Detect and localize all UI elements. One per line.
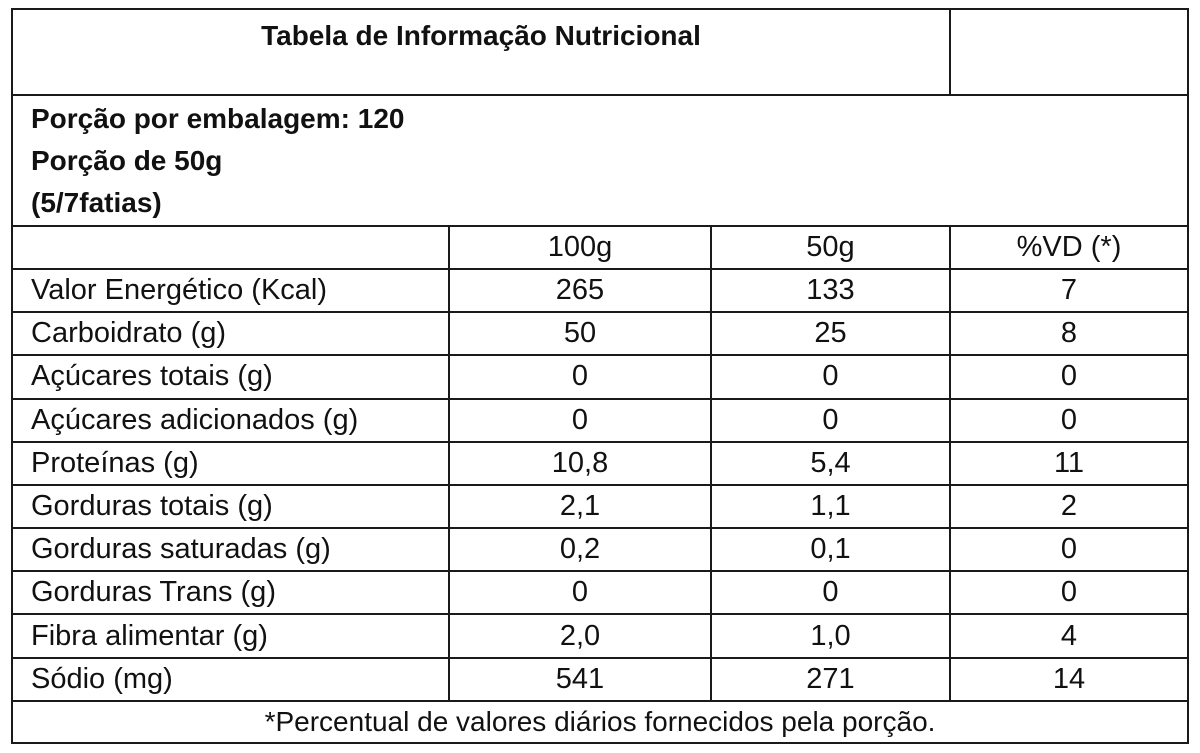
table-title: Tabela de Informação Nutricional [11,7,951,97]
nutrient-label: Açúcares totais (g) [11,354,450,400]
column-header-row: 100g 50g %VD (*) [11,224,1189,271]
title-row: Tabela de Informação Nutricional [11,7,1189,97]
value-50g: 25 [710,311,951,357]
value-50g: 5,4 [710,440,951,486]
value-vd: 11 [949,440,1189,486]
value-50g: 133 [710,268,951,314]
table-row: Valor Energético (Kcal) 265 133 7 [11,268,1189,314]
nutrient-label: Açúcares adicionados (g) [11,397,450,443]
value-50g: 0,1 [710,527,951,573]
portion-info: Porção por embalagem: 120 Porção de 50g … [11,94,1189,227]
value-vd: 0 [949,570,1189,616]
value-100g: 50 [448,311,712,357]
value-50g: 0 [710,570,951,616]
portion-row: Porção por embalagem: 120 Porção de 50g … [11,94,1189,227]
table-row: Açúcares totais (g) 0 0 0 [11,354,1189,400]
column-header-100g: 100g [448,224,712,271]
value-vd: 0 [949,354,1189,400]
nutrient-label: Valor Energético (Kcal) [11,268,450,314]
value-vd: 4 [949,613,1189,659]
nutrition-table: Tabela de Informação Nutricional Porção … [11,7,1189,745]
value-100g: 0,2 [448,527,712,573]
nutrient-label: Gorduras Trans (g) [11,570,450,616]
value-100g: 2,0 [448,613,712,659]
value-vd: 0 [949,527,1189,573]
table-row: Proteínas (g) 10,8 5,4 11 [11,440,1189,486]
nutrient-label: Gorduras saturadas (g) [11,527,450,573]
table-row: Sódio (mg) 541 271 14 [11,656,1189,702]
value-vd: 2 [949,483,1189,530]
value-50g: 0 [710,354,951,400]
value-100g: 0 [448,354,712,400]
column-header-vd: %VD (*) [949,224,1189,271]
table-row: Gorduras Trans (g) 0 0 0 [11,570,1189,616]
value-100g: 265 [448,268,712,314]
value-50g: 1,0 [710,613,951,659]
portion-size: Porção de 50g [31,145,223,177]
nutrient-label: Proteínas (g) [11,440,450,486]
nutrient-label: Gorduras totais (g) [11,483,450,530]
table-row: Açúcares adicionados (g) 0 0 0 [11,397,1189,443]
nutrient-label: Carboidrato (g) [11,311,450,357]
value-100g: 0 [448,397,712,443]
value-100g: 0 [448,570,712,616]
value-vd: 8 [949,311,1189,357]
value-100g: 2,1 [448,483,712,530]
nutrient-label: Fibra alimentar (g) [11,613,450,659]
portion-slices: (5/7fatias) [31,187,162,219]
value-vd: 0 [949,397,1189,443]
value-vd: 14 [949,656,1189,702]
footnote: *Percentual de valores diários fornecido… [11,699,1189,745]
nutrient-label: Sódio (mg) [11,656,450,702]
title-empty-cell [949,7,1189,97]
column-header-50g: 50g [710,224,951,271]
value-100g: 541 [448,656,712,702]
table-row: Fibra alimentar (g) 2,0 1,0 4 [11,613,1189,659]
value-100g: 10,8 [448,440,712,486]
table-row: Gorduras saturadas (g) 0,2 0,1 0 [11,527,1189,573]
portion-per-package: Porção por embalagem: 120 [31,103,405,135]
value-50g: 271 [710,656,951,702]
value-50g: 0 [710,397,951,443]
value-vd: 7 [949,268,1189,314]
table-row: Carboidrato (g) 50 25 8 [11,311,1189,357]
table-row: Gorduras totais (g) 2,1 1,1 2 [11,483,1189,530]
footnote-row: *Percentual de valores diários fornecido… [11,699,1189,745]
value-50g: 1,1 [710,483,951,530]
column-header-empty [11,224,450,271]
